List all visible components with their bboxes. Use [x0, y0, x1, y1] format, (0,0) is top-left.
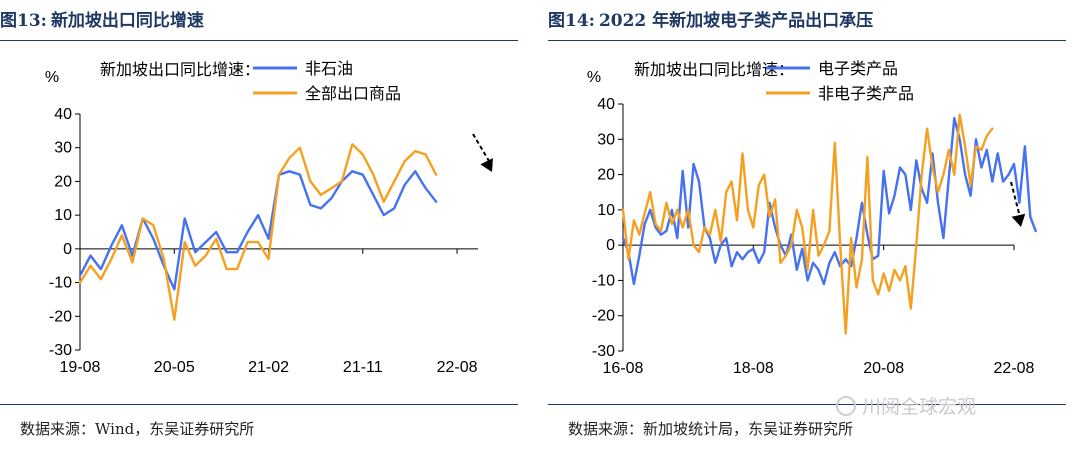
y-tick-label: -10 — [49, 275, 72, 292]
series-line — [78, 143, 438, 321]
y-tick-label: -10 — [592, 272, 615, 289]
y-tick-label: 0 — [63, 241, 72, 258]
title-divider — [0, 40, 518, 41]
title-divider — [548, 40, 1066, 41]
trend-arrow-head-icon — [480, 158, 493, 172]
figure-number: 图14: — [548, 11, 595, 31]
figure-title: 图13: 新加坡出口同比增速 — [0, 6, 204, 36]
y-unit-label: % — [587, 69, 601, 86]
series-line — [78, 170, 438, 291]
y-tick-label: 40 — [597, 96, 615, 113]
chart-panel-left: 图13: 新加坡出口同比增速 -30 -20 -10 0 10 20 30 40 19-08 20-… — [0, 0, 532, 451]
x-tick-label: 16-08 — [603, 360, 644, 377]
y-tick-label: -30 — [592, 343, 615, 360]
watermark: 川阅全球宏观 — [836, 392, 976, 419]
x-tick-label: 21-02 — [248, 359, 289, 376]
source-divider — [0, 404, 518, 405]
legend-label: 全部出口商品 — [305, 84, 401, 103]
legend-title: 新加坡出口同比增速： — [634, 60, 794, 79]
y-tick-label: 10 — [597, 202, 615, 219]
line-chart-left: -30 -20 -10 0 10 20 30 40 19-08 20-05 21-02 21-11 22… — [45, 59, 493, 376]
y-unit-label: % — [45, 69, 59, 86]
x-tick-label: 18-08 — [733, 360, 774, 377]
figure-title-text: 2022 年新加坡电子类产品出口承压 — [598, 11, 874, 31]
series-line — [621, 113, 994, 335]
y-tick-label: 30 — [54, 140, 72, 157]
y-tick-label: 0 — [606, 237, 615, 254]
figure-number: 图13: — [0, 11, 47, 31]
y-tick-label: 40 — [54, 106, 72, 123]
y-tick-label: 20 — [597, 167, 615, 184]
x-tick-label: 20-08 — [863, 360, 904, 377]
watermark-text: 川阅全球宏观 — [862, 396, 977, 418]
y-tick-label: -30 — [49, 342, 72, 359]
legend-label: 非石油 — [305, 59, 353, 78]
x-tick-label: 22-08 — [437, 359, 478, 376]
legend-title: 新加坡出口同比增速： — [100, 60, 260, 79]
source-divider — [548, 404, 1066, 405]
x-tick-label: 22-08 — [994, 360, 1035, 377]
trend-arrow-head-icon — [1011, 213, 1026, 227]
series-line — [621, 116, 1037, 286]
legend-label: 非电子类产品 — [818, 84, 914, 103]
x-tick-label: 20-05 — [154, 359, 195, 376]
line-chart-right: -30 -20 -10 0 10 20 30 40 16-08 18-08 20-08 22-08% 新… — [587, 59, 1037, 377]
y-tick-label: 10 — [54, 207, 72, 224]
x-tick-label: 19-08 — [60, 359, 101, 376]
legend-label: 电子类产品 — [818, 59, 898, 78]
y-tick-label: -20 — [49, 308, 72, 325]
y-tick-label: -20 — [592, 308, 615, 325]
y-tick-label: 20 — [54, 173, 72, 190]
x-tick-label: 21-11 — [343, 359, 383, 376]
data-source: 数据来源：Wind，东吴证券研究所 — [20, 420, 255, 438]
y-tick-label: 30 — [597, 131, 615, 148]
data-source: 数据来源：新加坡统计局，东吴证券研究所 — [568, 420, 854, 438]
figure-title: 图14: 2022 年新加坡电子类产品出口承压 — [548, 6, 873, 36]
wechat-logo-icon — [836, 396, 856, 416]
figure-title-text: 新加坡出口同比增速 — [50, 11, 204, 31]
chart-panel-right: 图14: 2022 年新加坡电子类产品出口承压 -30 -20 -10 0 10 20 30 4… — [548, 0, 1080, 451]
